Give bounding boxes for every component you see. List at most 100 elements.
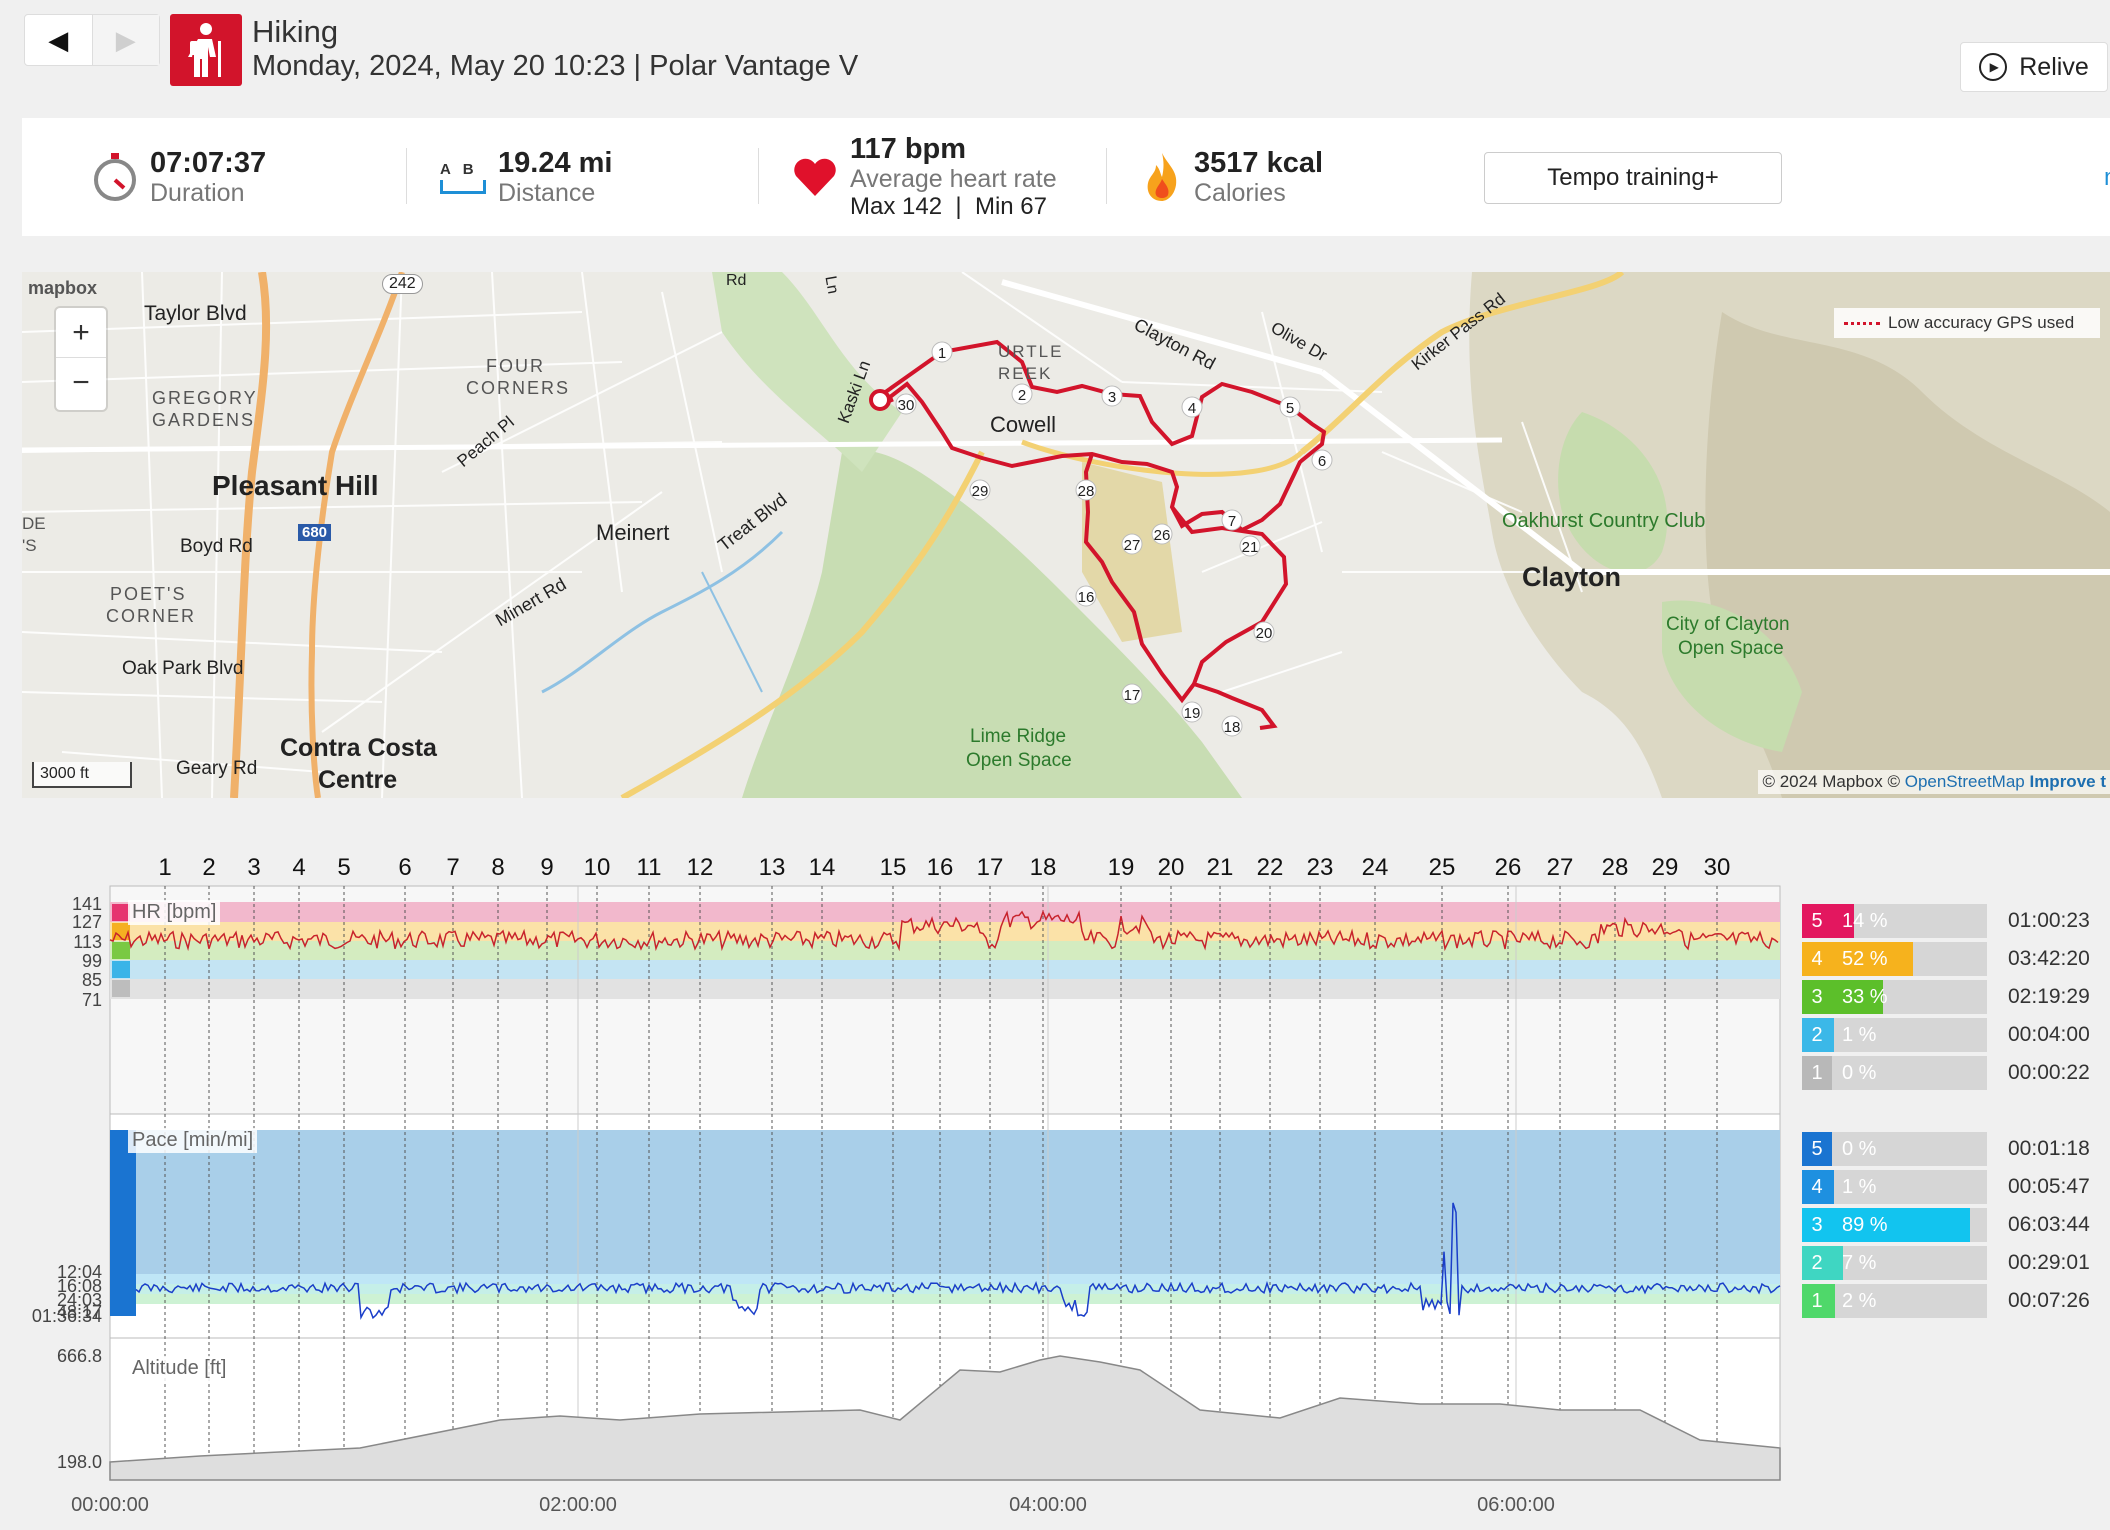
lap-number[interactable]: 10 [583, 854, 611, 881]
route-map[interactable]: 1 2 3 4 5 6 7 16 17 18 19 20 21 26 27 28… [22, 272, 2110, 798]
zone-percent: 89 % [1842, 1214, 1888, 1236]
hr-zones-row: 4 52 % [1802, 942, 1987, 976]
dotted-line-icon [1844, 321, 1880, 325]
osm-link[interactable]: OpenStreetMap [1904, 772, 2025, 791]
svg-text:28: 28 [1078, 483, 1095, 500]
svg-text:27: 27 [1124, 537, 1141, 554]
relive-button[interactable]: ▶ Relive [1960, 42, 2108, 92]
route-marker: 17 [1121, 683, 1143, 705]
map-label: Centre [318, 766, 398, 794]
lap-number[interactable]: 22 [1256, 854, 1284, 881]
lap-number[interactable]: 27 [1546, 854, 1574, 881]
distance-icon: A B [440, 161, 488, 194]
route-marker: 19 [1181, 701, 1203, 723]
hr-tick: 85 [81, 970, 102, 990]
lap-number[interactable]: 3 [247, 854, 261, 881]
zone-time: 02:19:29 [2008, 985, 2090, 1008]
map-label: Oakhurst Country Club [1502, 510, 1706, 532]
zone-percent: 0 % [1842, 1138, 1877, 1160]
lap-number[interactable]: 11 [636, 854, 662, 881]
map-attribution: © 2024 Mapbox © OpenStreetMap Improve t [1758, 770, 2110, 794]
interstate-shield: 680 [298, 524, 332, 541]
lap-number[interactable]: 15 [879, 854, 907, 881]
lap-number[interactable]: 2 [202, 854, 216, 881]
time-axis-label: 02:00:00 [539, 1494, 617, 1516]
zoom-out-button[interactable]: − [72, 366, 90, 399]
route-marker: 26 [1151, 523, 1173, 545]
lap-number[interactable]: 8 [491, 854, 505, 881]
relive-label: Relive [2019, 52, 2089, 81]
lap-number[interactable]: 4 [292, 854, 306, 881]
zone-number: 3 [1802, 1208, 1832, 1242]
svg-text:6: 6 [1318, 453, 1326, 470]
play-icon: ▶ [1979, 53, 2008, 81]
route-marker: 29 [969, 479, 991, 501]
next-activity-button[interactable]: ▶ [92, 15, 159, 65]
gps-legend-label: Low accuracy GPS used [1888, 313, 2075, 332]
lap-number[interactable]: 23 [1306, 854, 1334, 881]
zone-number: 4 [1802, 942, 1832, 976]
zone-time: 03:42:20 [2008, 947, 2090, 970]
lap-number[interactable]: 19 [1107, 854, 1135, 881]
zone-fill-bar [1832, 1208, 1970, 1242]
zone-fill-bar [1832, 904, 1854, 938]
lap-number[interactable]: 25 [1428, 854, 1456, 881]
lap-number[interactable]: 20 [1157, 854, 1185, 881]
pace-zone-band [110, 1274, 1780, 1284]
lap-number[interactable]: 9 [540, 854, 554, 881]
zone-time: 01:00:23 [2008, 909, 2090, 932]
map-label: Clayton [1522, 562, 1622, 592]
svg-text:20: 20 [1256, 625, 1273, 642]
lap-number[interactable]: 13 [758, 854, 786, 881]
lap-number[interactable]: 5 [337, 854, 351, 881]
route-marker: 27 [1121, 533, 1143, 555]
svg-text:17: 17 [1124, 687, 1141, 704]
lap-number[interactable]: 6 [398, 854, 412, 881]
zone-percent: 33 % [1842, 986, 1888, 1008]
duration-label: Duration [150, 179, 245, 207]
lap-number[interactable]: 24 [1361, 854, 1389, 881]
lap-number[interactable]: 21 [1206, 854, 1234, 881]
altitude-max: 666.8 [56, 1346, 102, 1366]
previous-activity-button[interactable]: ◀ [25, 15, 93, 65]
lap-number[interactable]: 1 [158, 854, 172, 881]
lap-number[interactable]: 7 [446, 854, 460, 881]
pace-zone-swatch [110, 1130, 136, 1316]
hr-zone-band [110, 922, 1780, 941]
zoom-control: + − [56, 308, 106, 410]
distance-value: 19.24 mi [498, 147, 613, 179]
lap-number[interactable]: 16 [926, 854, 954, 881]
hr-zone-swatch [112, 961, 130, 978]
improve-map-link[interactable]: Improve t [2029, 772, 2106, 791]
pace-zone-band [110, 1130, 1780, 1274]
lap-number[interactable]: 28 [1601, 854, 1629, 881]
map-label: Taylor Blvd [144, 302, 247, 325]
hr-zone-swatch [112, 980, 130, 997]
lap-number[interactable]: 29 [1651, 854, 1679, 881]
lap-number[interactable]: 17 [976, 854, 1004, 881]
map-label: GARDENS [152, 410, 256, 430]
map-label: Contra Costa [280, 734, 437, 762]
zone-number: 2 [1802, 1246, 1832, 1280]
pace-zone-band [110, 1284, 1780, 1294]
zone-percent: 52 % [1842, 948, 1888, 970]
zoom-in-button[interactable]: + [56, 308, 106, 358]
map-label: Boyd Rd [180, 536, 253, 557]
hr-max-min: Max 142 | Min 67 [850, 193, 1047, 220]
lap-number[interactable]: 26 [1494, 854, 1522, 881]
lap-number[interactable]: 14 [808, 854, 836, 881]
training-benefit-button[interactable]: Tempo training+ [1484, 152, 1782, 204]
zone-fill-bar [1832, 1170, 1834, 1204]
zone-percent: 1 % [1842, 1176, 1877, 1198]
map-label: Ln [821, 274, 842, 296]
map-label: 'S [22, 536, 37, 555]
hr-zones-row: 3 33 % [1802, 980, 1987, 1014]
gps-legend: Low accuracy GPS used [1834, 308, 2100, 338]
lap-number[interactable]: 12 [686, 854, 714, 881]
hr-chart-panel [109, 885, 1781, 1115]
route-marker: 3 [1101, 385, 1123, 407]
more-link[interactable]: mo [2104, 164, 2110, 192]
lap-number[interactable]: 30 [1703, 854, 1731, 881]
lap-number[interactable]: 18 [1029, 854, 1057, 881]
right-arrow-icon: ▶ [115, 24, 136, 55]
